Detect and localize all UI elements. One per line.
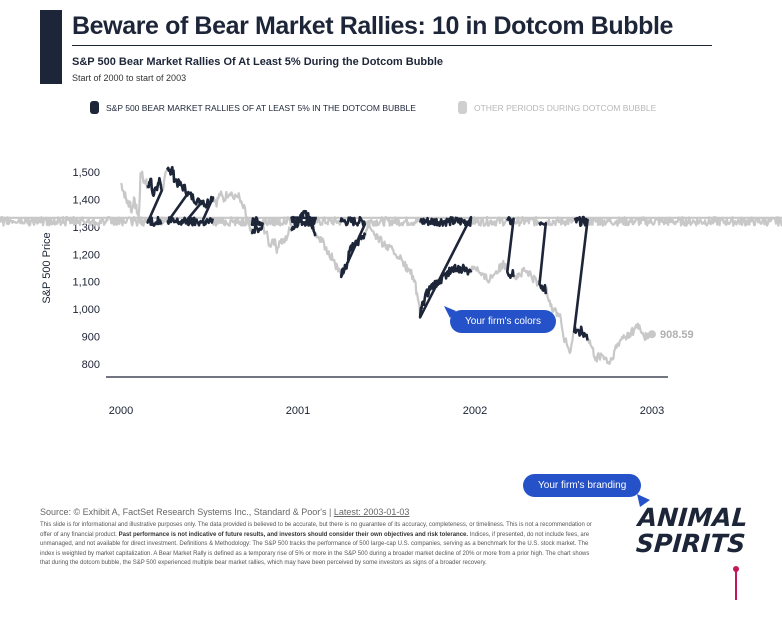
y-tick-label: 1,200 xyxy=(72,249,100,261)
brand-accent-mark xyxy=(735,568,737,600)
y-tick-label: 1,500 xyxy=(72,167,100,179)
rally-segment-8 xyxy=(420,217,471,317)
y-tick-label: 900 xyxy=(82,332,100,344)
rally-segment-2 xyxy=(167,167,187,224)
x-tick-label: 2003 xyxy=(640,405,664,417)
disclaimer-bold: Past performance is not indicative of fu… xyxy=(119,532,468,538)
source-line: Source: © Exhibit A, FactSet Research Sy… xyxy=(40,507,409,517)
source-text: Source: © Exhibit A, FactSet Research Sy… xyxy=(40,507,334,517)
colors-callout: Your firm's colors xyxy=(450,310,556,333)
x-tick-label: 2000 xyxy=(109,405,133,417)
rally-segment-7 xyxy=(341,217,366,277)
rally-segment-5 xyxy=(252,217,263,234)
rally-segment-9 xyxy=(507,217,513,277)
brand-accent-dot xyxy=(733,566,739,572)
y-tick-label: 1,100 xyxy=(72,277,100,289)
rally-segment-6 xyxy=(291,211,316,236)
y-tick-label: 1,400 xyxy=(72,194,100,206)
logo-line-1: ANIMAL xyxy=(637,505,729,531)
y-tick-label: 800 xyxy=(82,359,100,371)
end-value-label: 908.59 xyxy=(660,329,694,341)
rally-segment-3 xyxy=(187,192,203,225)
logo-line-2: SPIRITS xyxy=(635,531,727,557)
animal-spirits-logo: ANIMAL SPIRITS xyxy=(635,505,729,557)
latest-date-link[interactable]: Latest: 2003-01-03 xyxy=(334,507,410,517)
disclaimer: This slide is for informational and illu… xyxy=(40,521,600,569)
x-tick-label: 2001 xyxy=(286,405,310,417)
rally-segment-10 xyxy=(539,222,545,294)
x-axis-ticks: 2000 2001 2002 2003 xyxy=(109,405,664,417)
x-tick-label: 2002 xyxy=(463,405,487,417)
rally-segment-11 xyxy=(574,217,588,340)
end-value-marker xyxy=(648,330,656,338)
branding-callout: Your firm's branding xyxy=(523,474,641,497)
rally-segment-4 xyxy=(202,197,213,225)
y-tick-label: 1,000 xyxy=(72,304,100,316)
y-axis-label: S&P 500 Price xyxy=(41,232,53,303)
